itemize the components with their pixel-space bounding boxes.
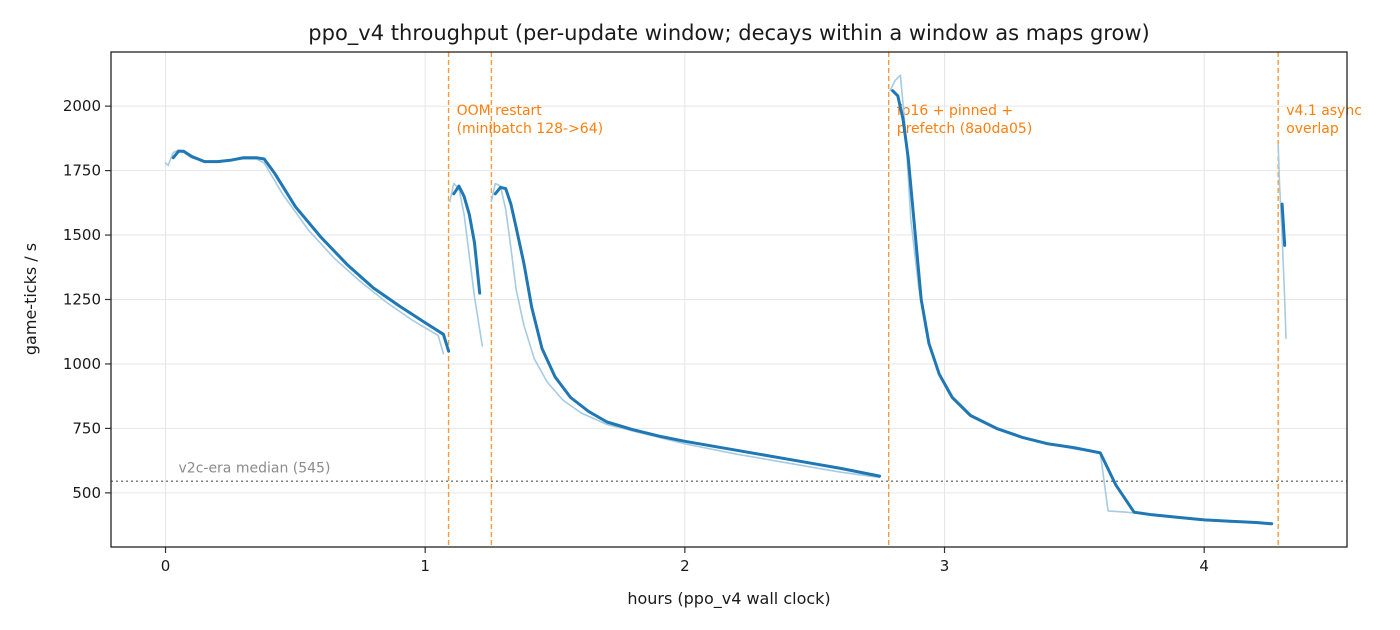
x-tick-label: 2 — [680, 557, 690, 575]
y-tick-label: 1250 — [63, 291, 101, 309]
x-tick-label: 1 — [420, 557, 430, 575]
median-label: v2c-era median (545) — [179, 460, 331, 476]
smoothed-series-line — [452, 184, 482, 295]
raw-series-line — [164, 149, 445, 355]
plot-frame — [110, 51, 1348, 548]
event-label: fp16 + pinned + — [897, 103, 1013, 119]
event-label: prefetch (8a0da05) — [897, 121, 1033, 137]
y-tick-label: 1750 — [63, 162, 101, 180]
smoothed-series-line — [171, 149, 451, 353]
smoothed-series-line — [1280, 202, 1287, 247]
y-tick-label: 1500 — [63, 226, 101, 244]
event-label: overlap — [1286, 121, 1339, 137]
smoothed-series-line — [493, 185, 882, 478]
series — [164, 74, 1287, 526]
smoothed-series-line — [891, 89, 1274, 526]
raw-series-line — [1277, 144, 1287, 339]
event-label: v4.1 async — [1286, 103, 1362, 119]
y-tick-label: 500 — [72, 484, 101, 502]
raw-series-line — [490, 182, 881, 479]
raw-series-line — [449, 182, 484, 347]
event-label: OOM restart — [457, 103, 543, 119]
x-axis-label: hours (ppo_v4 wall clock) — [627, 589, 830, 609]
event-markers: OOM restart (minibatch 128->64) fp16 + pin… — [447, 52, 1362, 547]
chart-title: ppo_v4 throughput (per-update window; de… — [308, 21, 1149, 46]
y-tick-label: 2000 — [63, 97, 101, 115]
y-tick-label: 750 — [72, 419, 101, 437]
x-tick-label: 0 — [161, 557, 171, 575]
grid — [111, 52, 1347, 547]
x-tick-label: 3 — [940, 557, 950, 575]
median-reference: v2c-era median (545) — [111, 460, 1347, 483]
event-label: (minibatch 128->64) — [457, 121, 604, 137]
axis-ticks: 0 1 2 3 4 500 750 1000 1250 1500 1750 2000 — [63, 97, 1209, 575]
y-axis-label: game-ticks / s — [21, 243, 40, 355]
x-tick-label: 4 — [1199, 557, 1209, 575]
y-tick-label: 1000 — [63, 355, 101, 373]
